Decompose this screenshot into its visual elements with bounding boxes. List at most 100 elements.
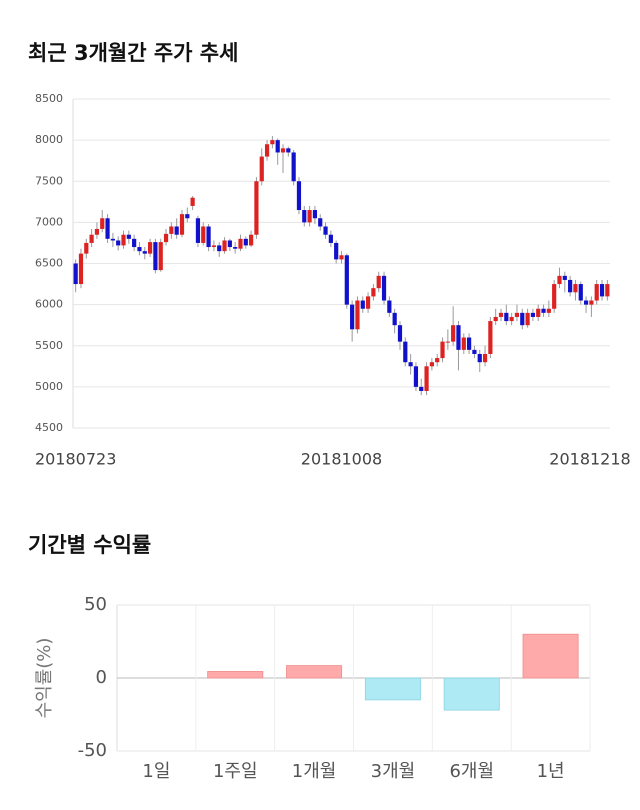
x-tick-label: 1개월 xyxy=(292,761,337,782)
candle-body xyxy=(467,337,472,350)
candle-body xyxy=(280,148,286,153)
candle-body xyxy=(408,362,413,367)
candle-body xyxy=(185,214,190,219)
candle-body xyxy=(153,242,158,271)
candle-body xyxy=(94,228,100,235)
candle-body xyxy=(254,181,259,235)
y-tick-label: 7000 xyxy=(35,215,63,228)
candle-body xyxy=(397,325,403,342)
candle-body xyxy=(318,218,323,227)
candle-body xyxy=(578,284,583,301)
candle-body xyxy=(429,362,434,367)
candle-body xyxy=(227,240,232,248)
candle-body xyxy=(296,181,302,211)
x-tick-label: 1년 xyxy=(537,761,565,782)
candle-body xyxy=(493,316,498,322)
y-tick-label: 5500 xyxy=(35,339,63,352)
candle-body xyxy=(211,245,216,248)
x-tick-label: 20180723 xyxy=(35,450,116,469)
candle-body xyxy=(541,308,546,313)
x-tick-label: 3개월 xyxy=(371,761,416,782)
bar xyxy=(207,671,264,679)
candle-body xyxy=(589,300,594,305)
y-tick-label: 4500 xyxy=(35,421,63,434)
candle-body xyxy=(174,226,179,235)
candle-body xyxy=(599,284,605,297)
x-tick-label: 20181008 xyxy=(301,450,382,469)
candle-body xyxy=(536,308,541,317)
candle-body xyxy=(403,341,408,363)
candle-body xyxy=(376,275,381,289)
bar xyxy=(522,633,579,679)
candle-body xyxy=(328,234,333,243)
y-tick-label: 7500 xyxy=(35,174,63,187)
candle-body xyxy=(312,210,318,219)
y-axis-label: 수익률(%) xyxy=(34,638,55,719)
y-tick-label: 6500 xyxy=(35,257,63,270)
candle-body xyxy=(270,140,275,145)
candle-body xyxy=(179,214,185,235)
candle-body xyxy=(78,253,84,285)
candle-body xyxy=(302,210,307,223)
candle-body xyxy=(132,238,137,248)
candle-body xyxy=(387,300,392,313)
chart-title: 최근 3개월간 주가 추세 xyxy=(28,41,238,65)
candle-body xyxy=(105,218,110,239)
candle-body xyxy=(360,300,365,309)
candle-body xyxy=(243,238,248,246)
candle-body xyxy=(201,226,206,243)
bar xyxy=(364,677,421,701)
candle-body xyxy=(344,255,349,305)
x-tick-label: 6개월 xyxy=(449,761,494,782)
candle-body xyxy=(525,312,530,326)
candle-body xyxy=(546,308,551,313)
candle-body xyxy=(456,325,461,350)
candle-body xyxy=(509,316,514,322)
candle-body xyxy=(73,263,78,285)
candle-body xyxy=(440,341,445,359)
candle-body xyxy=(371,288,376,297)
candle-body xyxy=(413,366,419,387)
candle-body xyxy=(147,242,153,254)
y-tick-label: 8000 xyxy=(35,133,63,146)
candle-body xyxy=(562,275,567,280)
candle-body xyxy=(365,296,371,309)
candle-body xyxy=(142,251,147,254)
candle-body xyxy=(488,321,493,354)
candle-body xyxy=(286,148,291,153)
candle-body xyxy=(334,242,339,260)
candle-body xyxy=(424,366,429,391)
candle-body xyxy=(552,284,557,309)
candle-body xyxy=(137,247,142,252)
candle-body xyxy=(169,226,174,234)
candle-body xyxy=(259,156,264,182)
chart-title: 기간별 수익률 xyxy=(28,533,151,557)
y-tick-label: 6000 xyxy=(35,298,63,311)
candle-body xyxy=(84,242,89,254)
candle-body xyxy=(121,234,126,246)
candle-body xyxy=(291,152,296,182)
candle-body xyxy=(530,312,536,317)
candle-body xyxy=(126,234,131,239)
x-tick-label: 20181218 xyxy=(549,450,630,469)
candle-body xyxy=(100,218,105,229)
candle-body xyxy=(472,349,477,354)
candle-body xyxy=(451,325,456,342)
y-tick-label: -50 xyxy=(78,740,107,761)
candle-body xyxy=(392,312,397,326)
candle-body xyxy=(89,234,94,243)
candle-body xyxy=(520,312,525,326)
candle-body xyxy=(568,279,573,293)
bar xyxy=(286,665,343,679)
candle-body xyxy=(264,144,270,157)
candle-body xyxy=(435,358,440,363)
candle-body xyxy=(605,284,610,297)
candle-body xyxy=(557,275,562,285)
bar xyxy=(443,677,500,711)
candle-body xyxy=(477,353,482,363)
candle-body xyxy=(158,242,163,271)
candle-body xyxy=(381,275,387,301)
y-tick-label: 5000 xyxy=(35,380,63,393)
candle-body xyxy=(445,341,450,343)
